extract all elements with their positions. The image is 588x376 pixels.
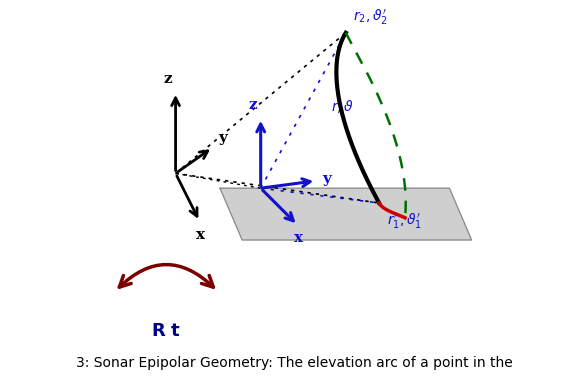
Text: x: x (294, 231, 303, 245)
Text: $\mathbf{R}\ \mathbf{t}$: $\mathbf{R}\ \mathbf{t}$ (151, 321, 181, 340)
Text: x: x (196, 228, 205, 242)
Text: y: y (218, 130, 227, 144)
Text: z: z (248, 99, 257, 112)
Text: z: z (163, 73, 172, 86)
Text: 3: Sonar Epipolar Geometry: The elevation arc of a point in the: 3: Sonar Epipolar Geometry: The elevatio… (76, 356, 512, 370)
Text: $r_2, \vartheta_2^{\prime}$: $r_2, \vartheta_2^{\prime}$ (353, 8, 389, 27)
Text: $r, \vartheta$: $r, \vartheta$ (331, 98, 354, 115)
Text: $r_1^{\prime}, \vartheta_1^{\prime}$: $r_1^{\prime}, \vartheta_1^{\prime}$ (386, 212, 422, 232)
Text: y: y (322, 172, 330, 186)
Polygon shape (220, 188, 472, 240)
